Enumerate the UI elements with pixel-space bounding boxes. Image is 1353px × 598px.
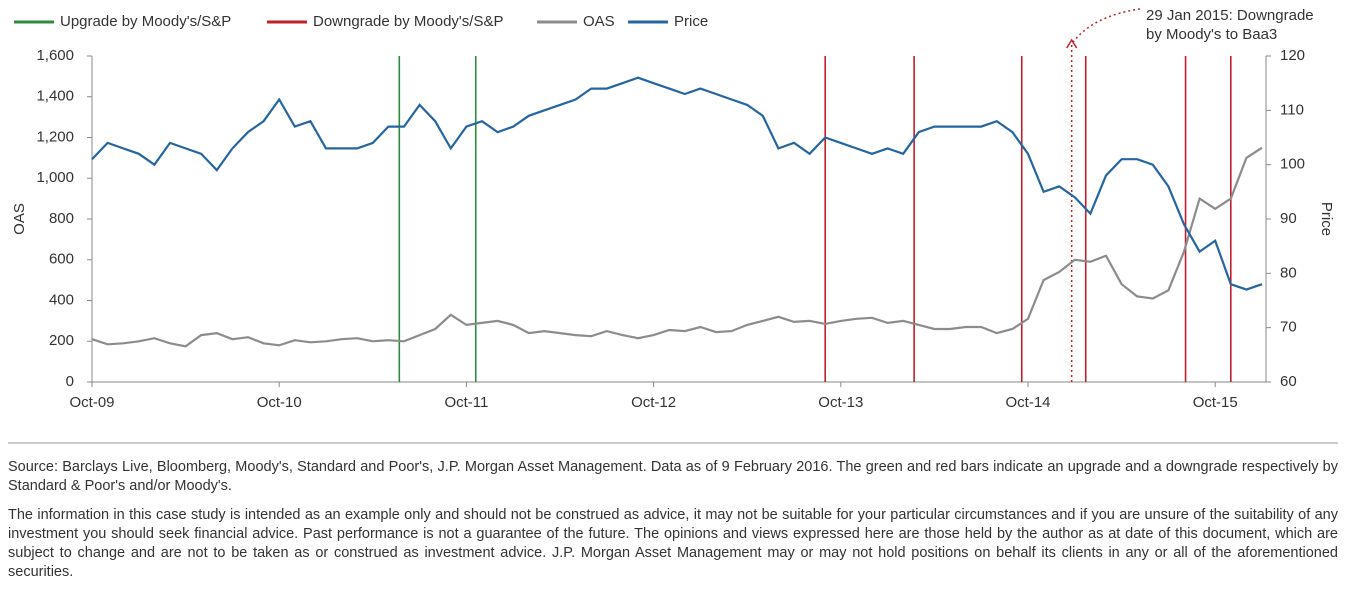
y2-tick-label: 110 (1280, 101, 1304, 118)
y2-tick-label: 70 (1280, 319, 1297, 336)
y-tick-label: 200 (49, 332, 74, 349)
footnote: The information in this case study is in… (8, 507, 1338, 580)
y-tick-label: 0 (66, 373, 74, 390)
y-tick-label: 1,600 (36, 47, 74, 64)
y-tick-label: 1,400 (36, 88, 74, 105)
y-tick-label: 1,000 (36, 169, 74, 186)
legend-label: OAS (583, 13, 615, 30)
annotation-text: 29 Jan 2015: Downgrade (1146, 7, 1314, 24)
legend-label: Upgrade by Moody's/S&P (60, 13, 231, 30)
y2-tick-label: 90 (1280, 210, 1297, 227)
series-line (91, 146, 1263, 348)
footnote: Source: Barclays Live, Bloomberg, Moody'… (8, 459, 1338, 494)
y2-axis-label: Price (1318, 202, 1335, 236)
legend-label: Price (674, 13, 708, 30)
y2-tick-label: 60 (1280, 373, 1297, 390)
arrow-head (1066, 38, 1078, 49)
x-tick-label: Oct-13 (818, 394, 863, 411)
x-tick-label: Oct-12 (631, 394, 676, 411)
y-tick-label: 800 (49, 210, 74, 227)
series-line (91, 76, 1263, 291)
y2-tick-label: 120 (1280, 47, 1305, 64)
y2-tick-label: 100 (1280, 156, 1305, 173)
x-tick-label: Oct-11 (444, 394, 488, 411)
x-tick-label: Oct-10 (257, 394, 302, 411)
annotation-arrow (1070, 8, 1141, 382)
y-tick-label: 600 (49, 251, 74, 268)
y-tick-label: 400 (49, 291, 74, 308)
y-axis-label: OAS (11, 203, 28, 235)
y-tick-label: 1,200 (36, 128, 74, 145)
x-tick-label: Oct-14 (1005, 394, 1050, 411)
chart: 0 200 400 600 800 1,000 1,200 1,400 1,600 60 70 80 9… (8, 7, 1338, 444)
x-tick-label: Oct-09 (69, 394, 114, 411)
annotation-text: by Moody's to Baa3 (1146, 26, 1277, 43)
y2-tick-label: 80 (1280, 264, 1297, 281)
legend-label: Downgrade by Moody's/S&P (313, 13, 503, 30)
x-tick-label: Oct-15 (1193, 394, 1238, 411)
